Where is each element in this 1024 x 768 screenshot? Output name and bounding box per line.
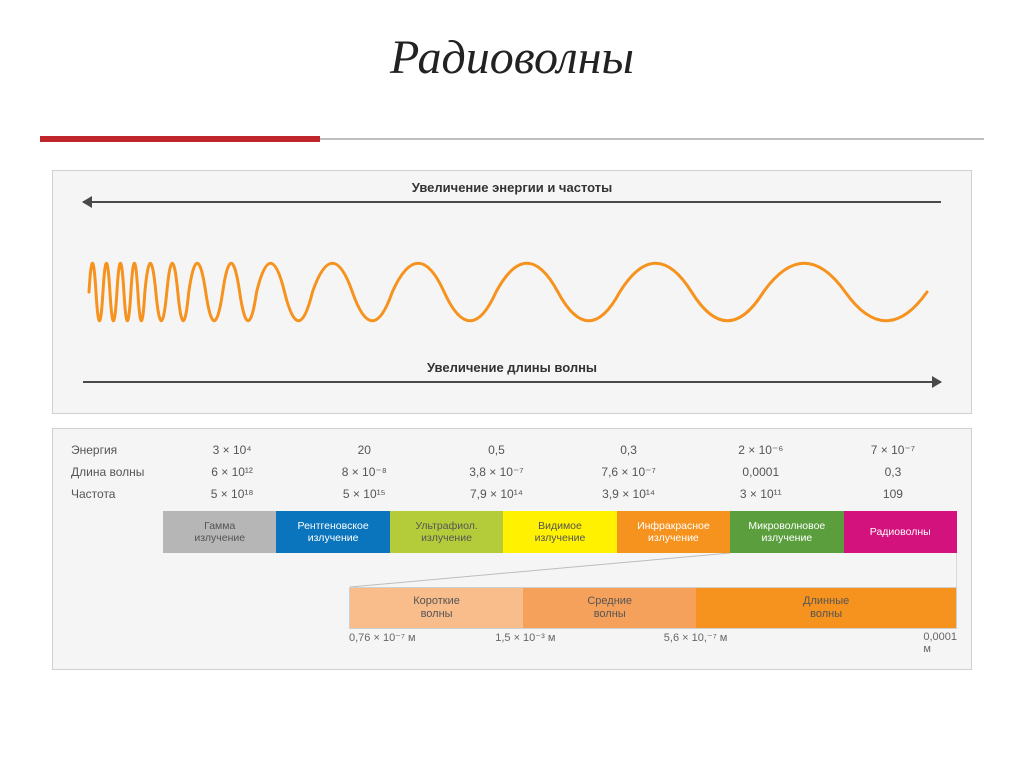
trapezoid-svg xyxy=(163,553,957,587)
value-cell: 20 xyxy=(298,443,430,457)
value-cell: 5 × 10¹⁵ xyxy=(298,487,430,501)
row-cells: 3 × 10⁴200,50,32 × 10⁻⁶7 × 10⁻⁷ xyxy=(166,443,959,457)
value-cell: 7,9 × 10¹⁴ xyxy=(430,487,562,501)
top-arrow-label: Увеличение энергии и частоты xyxy=(83,180,941,195)
trapezoid-connector xyxy=(163,553,957,587)
scale-label: 0,76 × 10⁻⁷ м xyxy=(349,631,416,644)
radio-band: Длинныеволны xyxy=(696,588,956,628)
value-cell: 0,3 xyxy=(827,465,959,479)
arrow-left xyxy=(83,201,941,203)
row-label: Длина волны xyxy=(65,465,166,479)
spectrum-band: Ультрафиол.излучение xyxy=(390,511,503,553)
arrow-right xyxy=(83,381,941,383)
spectrum-band: Рентгеновскоеизлучение xyxy=(276,511,389,553)
value-cell: 0,3 xyxy=(563,443,695,457)
spectrum-band: Гаммаизлучение xyxy=(163,511,276,553)
spectrum-band: Микроволновоеизлучение xyxy=(730,511,843,553)
value-row: Частота5 × 10¹⁸5 × 10¹⁵7,9 × 10¹⁴3,9 × 1… xyxy=(65,483,959,505)
wave-box xyxy=(83,215,941,369)
value-row: Энергия3 × 10⁴200,50,32 × 10⁻⁶7 × 10⁻⁷ xyxy=(65,439,959,461)
spectrum-band: Инфракрасноеизлучение xyxy=(617,511,730,553)
row-label: Энергия xyxy=(65,443,166,457)
value-cell: 3,9 × 10¹⁴ xyxy=(563,487,695,501)
spectrum-band-row: ГаммаизлучениеРентгеновскоеизлучениеУльт… xyxy=(163,511,957,553)
value-cell: 3 × 10⁴ xyxy=(166,443,298,457)
radio-band-row: КороткиеволныСредниеволныДлинныеволны xyxy=(349,587,957,629)
value-cell: 0,5 xyxy=(430,443,562,457)
value-cell: 109 xyxy=(827,487,959,501)
top-arrow-row: Увеличение энергии и частоты xyxy=(83,189,941,215)
scale-label: 1,5 × 10⁻³ м xyxy=(495,631,555,644)
row-cells: 5 × 10¹⁸5 × 10¹⁵7,9 × 10¹⁴3,9 × 10¹⁴3 × … xyxy=(166,487,959,501)
value-cell: 7 × 10⁻⁷ xyxy=(827,443,959,457)
title-rule xyxy=(40,118,984,142)
page-title: Радиоволны xyxy=(0,30,1024,85)
bottom-arrow-row: Увеличение длины волны xyxy=(83,369,941,395)
accent-bar xyxy=(40,136,320,142)
top-arrow-label-text: Увеличение энергии и частоты xyxy=(400,180,624,195)
bottom-arrow-label: Увеличение длины волны xyxy=(83,360,941,375)
radio-scale-labels: 0,76 × 10⁻⁷ м 1,5 × 10⁻³ м 5,6 × 10,⁻⁷ м 0,… xyxy=(349,631,957,653)
wave-svg xyxy=(83,215,941,369)
value-cell: 3,8 × 10⁻⁷ xyxy=(430,465,562,479)
value-cell: 5 × 10¹⁸ xyxy=(166,487,298,501)
scale-label: 0,0001 м xyxy=(923,631,957,655)
row-label: Частота xyxy=(65,487,166,501)
value-cell: 0,0001 xyxy=(695,465,827,479)
divider xyxy=(320,138,984,140)
wave-panel: Увеличение энергии и частоты Увеличение … xyxy=(52,170,972,414)
spectrum-band: Радиоволны xyxy=(844,511,957,553)
spectrum-band: Видимоеизлучение xyxy=(503,511,616,553)
value-cell: 7,6 × 10⁻⁷ xyxy=(563,465,695,479)
value-row: Длина волны6 × 10¹²8 × 10⁻⁸3,8 × 10⁻⁷7,6… xyxy=(65,461,959,483)
radio-band: Средниеволны xyxy=(523,588,696,628)
bottom-arrow-label-text: Увеличение длины волны xyxy=(415,360,609,375)
radio-band: Короткиеволны xyxy=(350,588,523,628)
row-cells: 6 × 10¹²8 × 10⁻⁸3,8 × 10⁻⁷7,6 × 10⁻⁷0,00… xyxy=(166,465,959,479)
value-cell: 8 × 10⁻⁸ xyxy=(298,465,430,479)
value-cell: 6 × 10¹² xyxy=(166,465,298,479)
data-panel: Энергия3 × 10⁴200,50,32 × 10⁻⁶7 × 10⁻⁷Дл… xyxy=(52,428,972,670)
value-cell: 3 × 10¹¹ xyxy=(695,487,827,501)
value-cell: 2 × 10⁻⁶ xyxy=(695,443,827,457)
scale-label: 5,6 × 10,⁻⁷ м xyxy=(664,631,728,644)
slide: Радиоволны Увеличение энергии и частоты … xyxy=(0,0,1024,768)
value-rows: Энергия3 × 10⁴200,50,32 × 10⁻⁶7 × 10⁻⁷Дл… xyxy=(65,439,959,505)
